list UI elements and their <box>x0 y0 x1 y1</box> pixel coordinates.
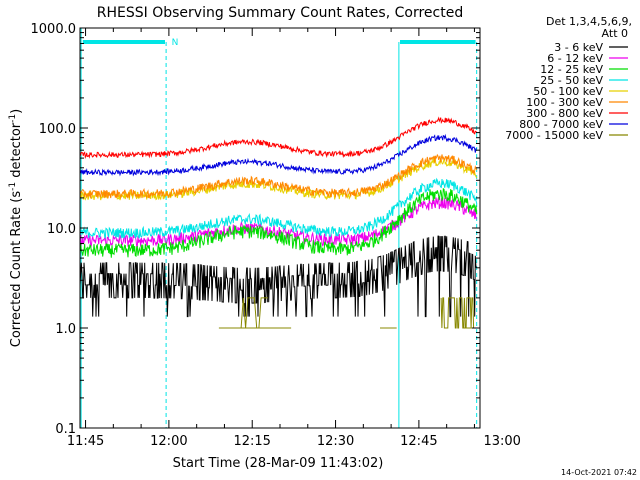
y-tick-label: 10.0 <box>47 222 76 237</box>
legend-label: 50 - 100 keV <box>533 85 603 98</box>
legend-label: 7000 - 15000 keV <box>505 129 603 142</box>
x-axis-label: Start Time (28-Mar-09 11:43:02) <box>173 456 384 471</box>
x-axis: 11:45 12:00 12:15 12:30 12:45 13:00 <box>67 28 521 449</box>
legend-label: 100 - 300 keV <box>526 96 603 109</box>
series-50-100-keV-line <box>79 157 478 201</box>
legend-label: 300 - 800 keV <box>526 107 603 120</box>
legend-label: 6 - 12 keV <box>547 52 603 65</box>
plot-frame <box>79 27 481 429</box>
legend-title: Det 1,3,4,5,6,9, <box>546 15 632 28</box>
chart-title: RHESSI Observing Summary Count Rates, Co… <box>97 5 463 21</box>
y-axis: 1000.0 100.0 10.0 1.0 0.1 <box>31 22 480 437</box>
y-label-sup1: -1 <box>8 182 18 191</box>
series-25-50-keV-line <box>79 177 478 240</box>
y-label-sup2: -1 <box>8 114 18 123</box>
series-6-12-keV-line <box>79 196 478 249</box>
legend-label: 25 - 50 keV <box>540 74 603 87</box>
x-tick-label: 12:30 <box>317 434 354 449</box>
y-label-end: ) <box>9 109 24 114</box>
y-tick-label: 0.1 <box>55 422 76 437</box>
series-100-300-keV-line <box>79 153 478 200</box>
series-7000-15000-keV-burst <box>240 297 268 329</box>
y-tick-label: 100.0 <box>39 122 76 137</box>
y-tick-label: 1.0 <box>55 322 76 337</box>
y-label-main: Corrected Count Rate (s <box>9 191 24 348</box>
x-tick-label: 11:45 <box>67 434 104 449</box>
legend-label: 3 - 6 keV <box>554 41 603 54</box>
x-tick-label: 13:00 <box>483 434 520 449</box>
series-3-6-keV-line <box>79 235 477 318</box>
series-12-25-keV-line <box>79 187 478 258</box>
x-tick-label: 12:00 <box>150 434 187 449</box>
series-300-800-keV-line <box>79 116 478 160</box>
night-marker-label: N <box>172 38 179 48</box>
legend-label: 12 - 25 keV <box>540 63 603 76</box>
legend-label: 800 - 7000 keV <box>519 118 603 131</box>
y-label-mid: detector <box>9 122 24 182</box>
series-800-7000-keV-line <box>79 133 477 177</box>
x-tick-label: 12:45 <box>400 434 437 449</box>
legend-subtitle: Att 0 <box>602 27 628 40</box>
footer-timestamp: 14-Oct-2021 07:42 <box>561 468 637 477</box>
x-tick-label: 12:15 <box>233 434 270 449</box>
plot-area: N <box>79 28 478 428</box>
y-tick-label: 1000.0 <box>31 22 77 37</box>
y-axis-label: Corrected Count Rate (s-1 detector-1) <box>8 109 24 347</box>
series-7000-15000-keV-line <box>440 297 475 329</box>
